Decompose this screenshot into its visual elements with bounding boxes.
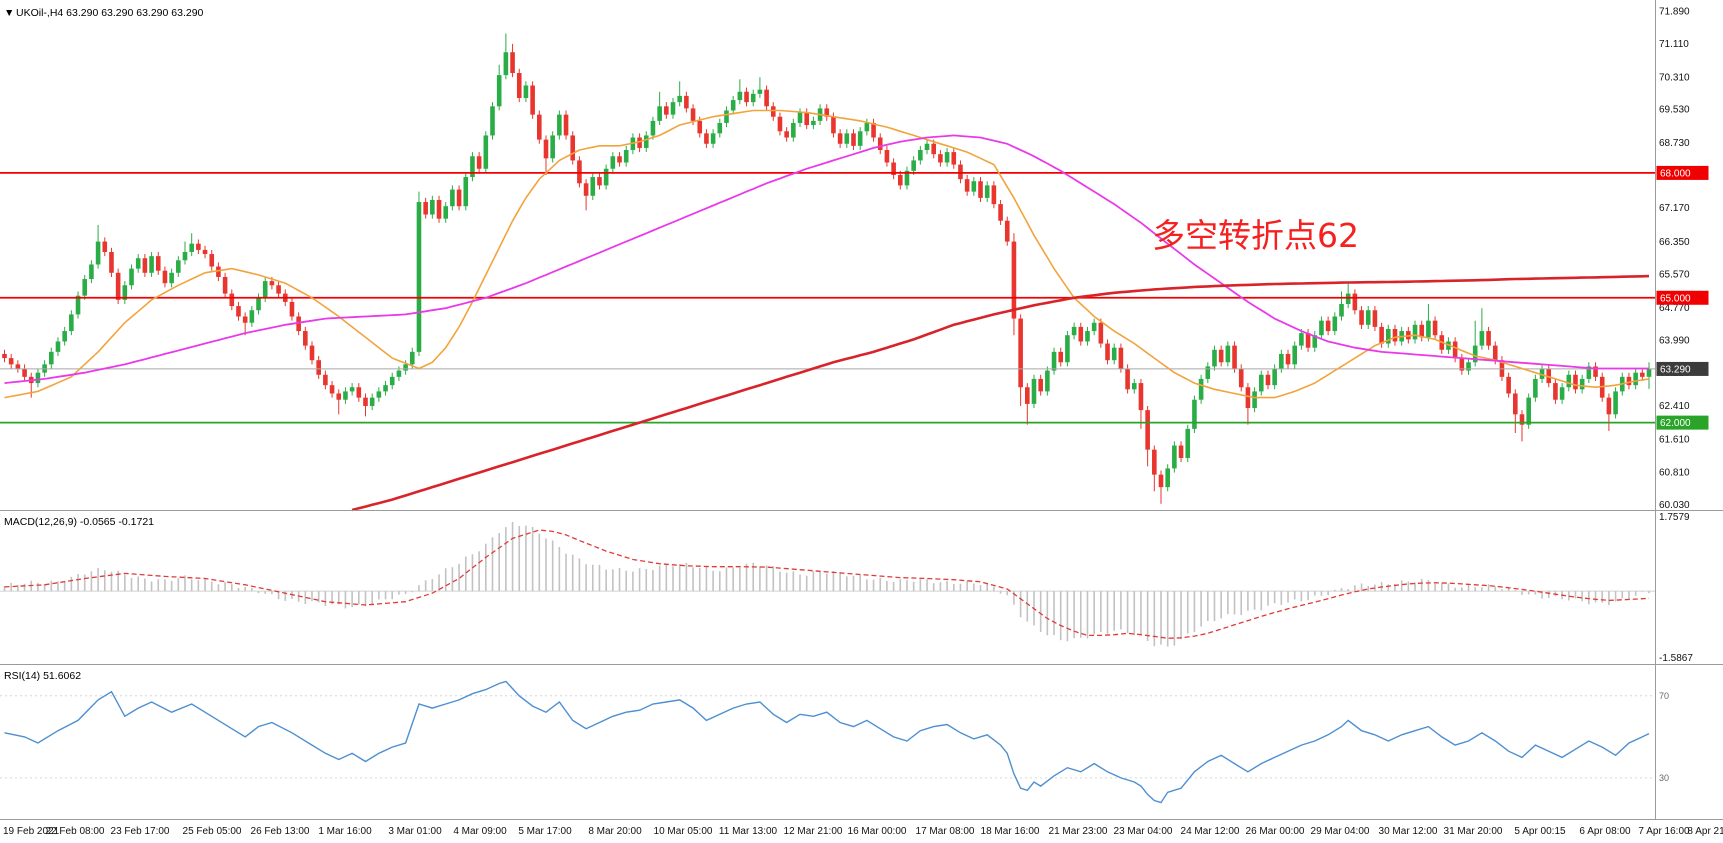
svg-text:19 Feb 2021: 19 Feb 2021 xyxy=(3,826,60,837)
svg-text:11 Mar 13:00: 11 Mar 13:00 xyxy=(719,826,778,837)
svg-text:69.530: 69.530 xyxy=(1659,105,1690,116)
svg-text:8 Apr 21:15: 8 Apr 21:15 xyxy=(1687,826,1723,837)
svg-text:62.000: 62.000 xyxy=(1660,418,1691,429)
svg-text:1.7579: 1.7579 xyxy=(1659,512,1690,523)
svg-text:70.310: 70.310 xyxy=(1659,72,1690,83)
svg-text:23 Mar 04:00: 23 Mar 04:00 xyxy=(1114,826,1173,837)
svg-text:68.000: 68.000 xyxy=(1660,168,1691,179)
macd-indicator-label: MACD(12,26,9) -0.0565 -0.1721 xyxy=(4,516,154,528)
macd-pane xyxy=(0,522,1655,647)
svg-text:6 Apr 08:00: 6 Apr 08:00 xyxy=(1579,826,1631,837)
svg-text:5 Apr 00:15: 5 Apr 00:15 xyxy=(1514,826,1566,837)
svg-text:61.610: 61.610 xyxy=(1659,434,1690,445)
svg-text:67.170: 67.170 xyxy=(1659,203,1690,214)
svg-text:60.030: 60.030 xyxy=(1659,500,1690,511)
svg-text:62.410: 62.410 xyxy=(1659,401,1690,412)
annotation-text[interactable]: 多空转折点62 xyxy=(1152,216,1359,255)
svg-text:26 Feb 13:00: 26 Feb 13:00 xyxy=(251,826,310,837)
chart-title-ohlc: UKOil-,H4 63.290 63.290 63.290 63.290 xyxy=(16,7,204,19)
svg-text:63.290: 63.290 xyxy=(1660,364,1691,375)
svg-text:5 Mar 17:00: 5 Mar 17:00 xyxy=(518,826,572,837)
hline-objects xyxy=(0,172,1655,424)
svg-text:30 Mar 12:00: 30 Mar 12:00 xyxy=(1379,826,1438,837)
svg-text:66.350: 66.350 xyxy=(1659,237,1690,248)
svg-text:65.570: 65.570 xyxy=(1659,270,1690,281)
svg-text:71.110: 71.110 xyxy=(1659,39,1689,50)
svg-text:25 Feb 05:00: 25 Feb 05:00 xyxy=(183,826,242,837)
svg-text:23 Feb 17:00: 23 Feb 17:00 xyxy=(111,826,170,837)
svg-text:63.990: 63.990 xyxy=(1659,335,1690,346)
svg-text:17 Mar 08:00: 17 Mar 08:00 xyxy=(916,826,975,837)
svg-text:7 Apr 16:00: 7 Apr 16:00 xyxy=(1638,826,1690,837)
candles-layer xyxy=(2,33,1652,504)
svg-text:12 Mar 21:00: 12 Mar 21:00 xyxy=(784,826,843,837)
svg-text:10 Mar 05:00: 10 Mar 05:00 xyxy=(654,826,713,837)
svg-text:1 Mar 16:00: 1 Mar 16:00 xyxy=(318,826,372,837)
svg-text:22 Feb 08:00: 22 Feb 08:00 xyxy=(46,826,105,837)
svg-text:30: 30 xyxy=(1659,773,1669,783)
svg-text:-1.5867: -1.5867 xyxy=(1659,653,1693,664)
svg-text:65.000: 65.000 xyxy=(1660,293,1691,304)
svg-text:31 Mar 20:00: 31 Mar 20:00 xyxy=(1444,826,1503,837)
svg-text:24 Mar 12:00: 24 Mar 12:00 xyxy=(1181,826,1240,837)
pane-separators xyxy=(0,0,1723,820)
svg-text:16 Mar 00:00: 16 Mar 00:00 xyxy=(848,826,907,837)
svg-text:18 Mar 16:00: 18 Mar 16:00 xyxy=(981,826,1040,837)
svg-text:8 Mar 20:00: 8 Mar 20:00 xyxy=(588,826,642,837)
svg-text:3 Mar 01:00: 3 Mar 01:00 xyxy=(388,826,442,837)
svg-text:21 Mar 23:00: 21 Mar 23:00 xyxy=(1049,826,1108,837)
svg-text:71.890: 71.890 xyxy=(1659,7,1690,18)
svg-text:60.810: 60.810 xyxy=(1659,468,1690,479)
svg-text:4 Mar 09:00: 4 Mar 09:00 xyxy=(453,826,507,837)
moving-averages xyxy=(4,109,1650,512)
svg-text:64.770: 64.770 xyxy=(1659,303,1690,314)
svg-text:70: 70 xyxy=(1659,691,1669,701)
svg-text:29 Mar 04:00: 29 Mar 04:00 xyxy=(1311,826,1370,837)
rsi-indicator-label: RSI(14) 51.6062 xyxy=(4,670,81,682)
chart-labels: ▼ UKOil-,H4 63.290 63.290 63.290 63.290 … xyxy=(4,7,1359,682)
price-axis[interactable]: 71.89071.11070.31069.53068.73067.95067.1… xyxy=(1656,7,1709,783)
svg-text:26 Mar 00:00: 26 Mar 00:00 xyxy=(1246,826,1305,837)
symbol-dropdown-icon[interactable]: ▼ xyxy=(4,7,14,19)
rsi-pane xyxy=(0,680,1655,804)
svg-text:68.730: 68.730 xyxy=(1659,138,1690,149)
